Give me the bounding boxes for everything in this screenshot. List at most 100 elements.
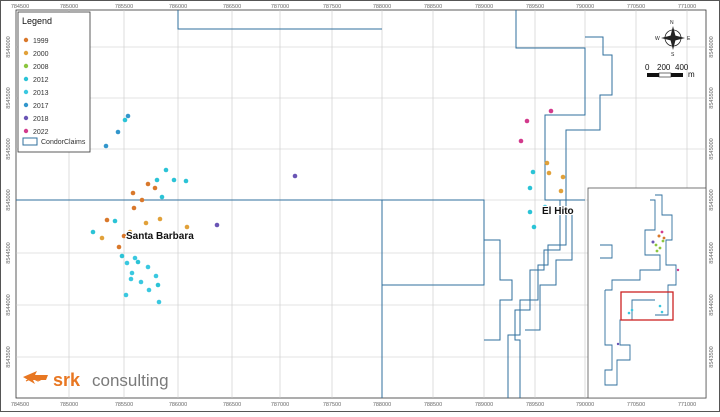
x-tick-bottom: 785500 (115, 402, 133, 408)
legend-swatch-1999 (23, 37, 29, 43)
y-tick-left: 8545000 (6, 138, 12, 159)
x-tick-top: 784500 (11, 4, 29, 10)
legend-swatch-2013 (23, 89, 29, 95)
drillhole-point (127, 229, 133, 235)
drillhole-point (119, 253, 125, 259)
drillhole-point (156, 299, 162, 305)
legend-title: Legend (22, 16, 52, 26)
west-letter: W (655, 36, 660, 42)
place-label-el-hito: El Hito (542, 206, 574, 217)
drillhole-point (558, 188, 564, 194)
x-tick-top: 789000 (475, 4, 493, 10)
drillhole-point (116, 244, 122, 250)
x-tick-bottom: 771000 (678, 402, 696, 408)
x-tick-top: 787500 (323, 4, 341, 10)
x-tick-bottom: 788500 (424, 402, 442, 408)
y-tick-left: 8543500 (6, 346, 12, 367)
drillhole-point (135, 259, 141, 265)
drillhole-point (103, 143, 109, 149)
drillhole-point (292, 173, 298, 179)
drillhole-points (90, 108, 566, 305)
y-tick-right: 8545000 (709, 138, 715, 159)
drillhole-point (112, 218, 118, 224)
y-tick-left: 8545500 (6, 87, 12, 108)
x-tick-top: 788000 (373, 4, 391, 10)
south-letter: S (671, 52, 675, 58)
drillhole-point (531, 224, 537, 230)
scale-label-200: 200 (657, 63, 671, 72)
legend-label-1999: 1999 (33, 38, 49, 45)
inset-overview-map (587, 187, 707, 399)
drillhole-point (146, 287, 152, 293)
y-tick-labels-right: 8546000 8545500 8545000 8545000 8544500 85440… (709, 36, 715, 367)
logo-word: consulting (92, 371, 169, 390)
x-tick-bottom: 787500 (323, 402, 341, 408)
drillhole-point (159, 194, 165, 200)
legend-label-2022: 2022 (33, 129, 49, 136)
x-tick-bottom: 789000 (475, 402, 493, 408)
legend-label-2017: 2017 (33, 103, 49, 110)
x-tick-bottom: 788000 (373, 402, 391, 408)
drillhole-point (125, 113, 131, 119)
legend-label-2018: 2018 (33, 116, 49, 123)
legend-label-2013: 2013 (33, 90, 49, 97)
logo-brand: srk (53, 370, 81, 390)
y-tick-right: 8544500 (709, 242, 715, 263)
north-arrow-icon: N E S W (655, 20, 691, 58)
drillhole-point (139, 197, 145, 203)
drillhole-point (155, 282, 161, 288)
y-tick-right: 8545500 (709, 87, 715, 108)
drillhole-point (115, 129, 121, 135)
drillhole-point (132, 255, 138, 261)
graticule (16, 10, 706, 398)
x-tick-top: 786500 (223, 4, 241, 10)
y-tick-right: 8546000 (709, 36, 715, 57)
north-letter: N (670, 20, 674, 26)
y-tick-left: 8544500 (6, 242, 12, 263)
drillhole-point (90, 229, 96, 235)
condor-claims-boundaries (16, 10, 613, 398)
y-tick-right: 8543500 (709, 346, 715, 367)
x-tick-bottom: 786500 (223, 402, 241, 408)
x-tick-top: 771000 (678, 4, 696, 10)
drillhole-point (128, 276, 134, 282)
x-tick-bottom: 784500 (11, 402, 29, 408)
y-tick-left: 8545000 (6, 189, 12, 210)
drillhole-point (123, 292, 129, 298)
scale-bar: 0 200 400 m (645, 63, 695, 79)
drillhole-point (163, 167, 169, 173)
drillhole-point (104, 217, 110, 223)
x-tick-top: 789500 (526, 4, 544, 10)
drillhole-point (527, 209, 533, 215)
legend-items: 1999 2000 2008 2012 2013 2017 2018 2022 (23, 37, 49, 136)
x-tick-bottom: 789500 (526, 402, 544, 408)
drillhole-point (121, 233, 127, 239)
drillhole-point (99, 235, 105, 241)
drillhole-point (171, 177, 177, 183)
drillhole-point (130, 190, 136, 196)
y-tick-labels-left: 8546000 8545500 8545000 8545000 8544500 85440… (6, 36, 12, 367)
legend-swatch-2022 (23, 128, 29, 134)
drillhole-point (518, 138, 524, 144)
x-tick-top: 770500 (627, 4, 645, 10)
scale-label-0: 0 (645, 63, 650, 72)
drillhole-point (527, 185, 533, 191)
drillhole-point (129, 270, 135, 276)
east-letter: E (687, 36, 691, 42)
x-tick-bottom: 787000 (271, 402, 289, 408)
srk-logo: srk consulting (23, 370, 169, 390)
place-label-santa-barbara: Santa Barbara (126, 231, 194, 242)
drillhole-point (184, 224, 190, 230)
inset-extent-box (620, 291, 674, 321)
legend-swatch-2018 (23, 115, 29, 121)
drillhole-point (145, 181, 151, 187)
x-tick-bottom: 770500 (627, 402, 645, 408)
y-tick-right: 8544000 (709, 294, 715, 315)
drillhole-point (154, 177, 160, 183)
x-tick-bottom: 790000 (576, 402, 594, 408)
drillhole-point (214, 222, 220, 228)
drillhole-point (145, 264, 151, 270)
drillhole-point (152, 185, 158, 191)
